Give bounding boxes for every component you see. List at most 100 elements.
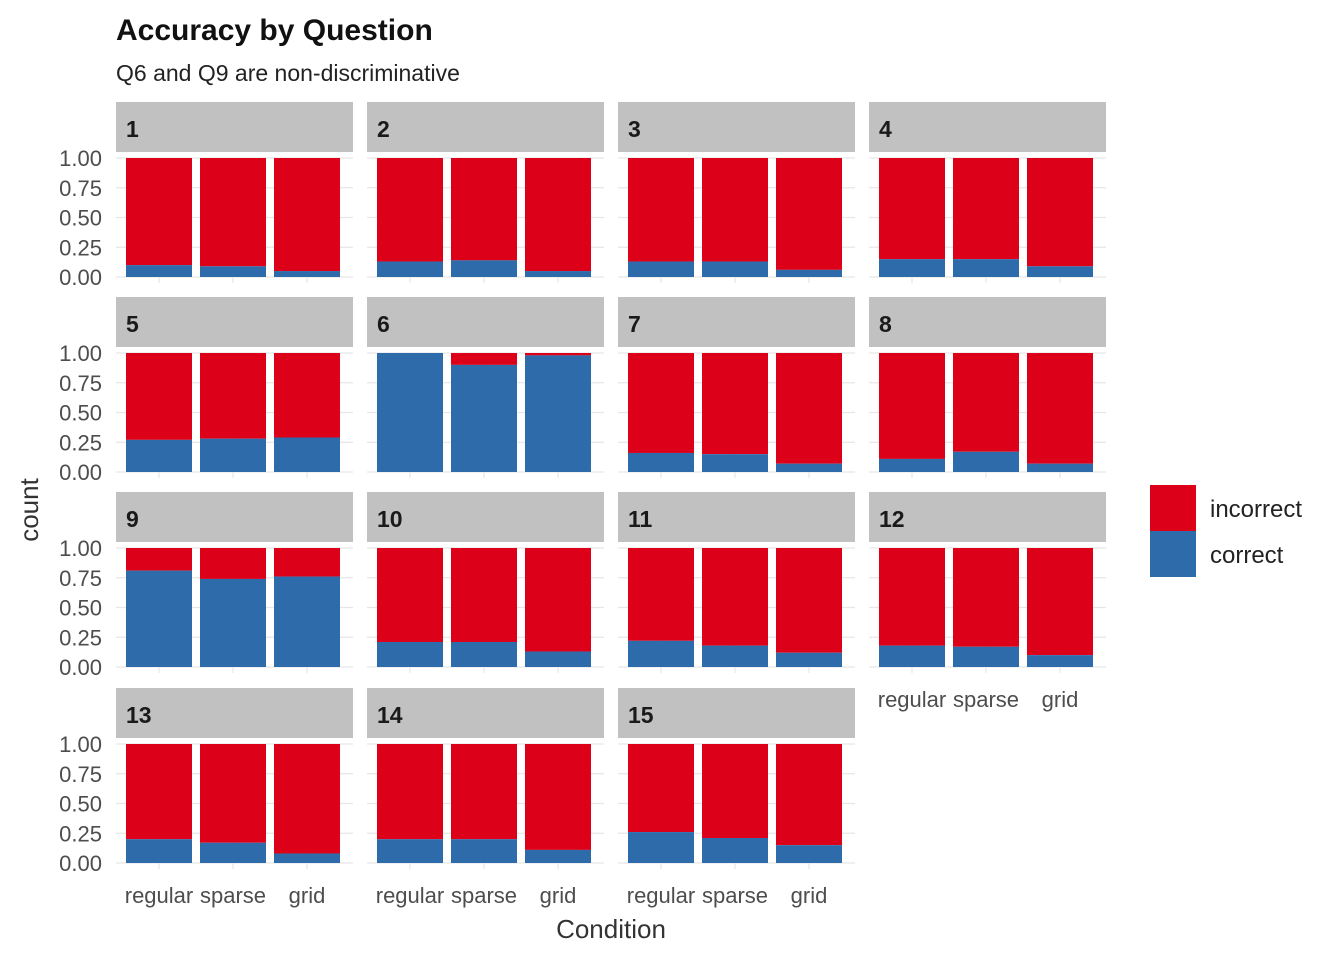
bar-correct-14-regular: [377, 839, 443, 863]
x-tick-label: grid: [1042, 687, 1079, 712]
bar-correct-3-sparse: [702, 261, 768, 277]
bar-correct-5-sparse: [200, 438, 266, 472]
x-tick-label: grid: [791, 883, 828, 908]
x-axis-title: Condition: [556, 914, 666, 944]
y-tick-label: 0.25: [59, 625, 102, 650]
facet-strip: [116, 492, 353, 542]
y-tick-label: 0.00: [59, 460, 102, 485]
facet-panel-11: 11: [618, 492, 855, 673]
bar-correct-1-grid: [274, 271, 340, 277]
bar-correct-12-sparse: [953, 646, 1019, 667]
bar-incorrect-13-sparse: [200, 744, 266, 843]
x-tick-label: regular: [376, 883, 444, 908]
bar-incorrect-10-sparse: [451, 548, 517, 643]
facet-strip: [367, 102, 604, 152]
x-tick-label: sparse: [451, 883, 517, 908]
x-tick-label: sparse: [953, 687, 1019, 712]
facet-panel-2: 2: [367, 102, 604, 283]
facet-panel-8: 8: [869, 297, 1106, 478]
facet-strip-label: 6: [377, 311, 390, 337]
bar-correct-7-regular: [628, 452, 694, 472]
facet-panel-15: 15 regular sparse grid: [618, 688, 855, 908]
bar-correct-9-sparse: [200, 578, 266, 667]
bar-correct-4-sparse: [953, 259, 1019, 277]
y-tick-label: 0.25: [59, 235, 102, 260]
bar-correct-11-regular: [628, 640, 694, 667]
bar-correct-13-regular: [126, 839, 192, 863]
bar-incorrect-5-sparse: [200, 353, 266, 439]
y-axis-title: count: [14, 477, 44, 541]
x-tick-label: regular: [125, 883, 193, 908]
bar-incorrect-6-grid: [525, 353, 591, 356]
bar-incorrect-1-grid: [274, 158, 340, 272]
bar-incorrect-8-sparse: [953, 353, 1019, 452]
facet-strip-label: 9: [126, 506, 139, 532]
bar-correct-12-grid: [1027, 655, 1093, 667]
legend: incorrect correct: [1150, 485, 1302, 577]
bar-incorrect-7-sparse: [702, 353, 768, 455]
bar-correct-13-grid: [274, 853, 340, 863]
facet-strip-label: 14: [377, 702, 403, 728]
bar-correct-5-regular: [126, 439, 192, 472]
bar-correct-7-grid: [776, 463, 842, 472]
y-tick-label: 1.00: [59, 146, 102, 171]
bar-incorrect-14-sparse: [451, 744, 517, 840]
facet-strip-label: 12: [879, 506, 905, 532]
y-tick-label: 0.50: [59, 206, 102, 231]
bar-incorrect-15-grid: [776, 744, 842, 846]
y-tick-label: 1.00: [59, 536, 102, 561]
bar-incorrect-14-regular: [377, 744, 443, 840]
y-tick-label: 0.00: [59, 655, 102, 680]
facet-panel-6: 6: [367, 297, 604, 478]
facet-strip: [116, 297, 353, 347]
bar-correct-8-grid: [1027, 463, 1093, 472]
bar-correct-1-sparse: [200, 266, 266, 277]
bar-incorrect-9-sparse: [200, 548, 266, 579]
bar-incorrect-1-sparse: [200, 158, 266, 267]
bar-correct-6-sparse: [451, 364, 517, 472]
y-tick-label: 1.00: [59, 341, 102, 366]
x-tick-label: grid: [540, 883, 577, 908]
bar-incorrect-8-regular: [879, 353, 945, 459]
y-tick-label: 0.75: [59, 762, 102, 787]
y-tick-label: 0.25: [59, 430, 102, 455]
facet-panel-7: 7: [618, 297, 855, 478]
x-tick-label: regular: [627, 883, 695, 908]
bar-incorrect-12-sparse: [953, 548, 1019, 647]
facet-strip: [869, 492, 1106, 542]
bar-incorrect-3-grid: [776, 158, 842, 270]
facet-strip-label: 4: [879, 116, 892, 142]
facet-strip-label: 13: [126, 702, 152, 728]
bar-correct-2-sparse: [451, 260, 517, 277]
chart-title: Accuracy by Question: [116, 14, 433, 47]
bar-correct-8-sparse: [953, 451, 1019, 472]
bar-correct-11-grid: [776, 652, 842, 667]
facet-strip-label: 11: [628, 506, 653, 532]
bar-incorrect-12-grid: [1027, 548, 1093, 656]
chart-subtitle: Q6 and Q9 are non-discriminative: [116, 60, 460, 86]
y-tick-label: 0.75: [59, 176, 102, 201]
y-tick-label: 0.50: [59, 401, 102, 426]
bar-incorrect-14-grid: [525, 744, 591, 850]
y-tick-label: 0.50: [59, 596, 102, 621]
bar-incorrect-12-regular: [879, 548, 945, 646]
facet-strip-label: 10: [377, 506, 403, 532]
bar-correct-15-grid: [776, 845, 842, 863]
facet-strip-label: 15: [628, 702, 654, 728]
bar-correct-3-regular: [628, 261, 694, 277]
bar-incorrect-7-regular: [628, 353, 694, 453]
facet-panel-5: 5 0.00 0.25 0.50 0.75 1.00: [59, 297, 353, 485]
bar-incorrect-4-regular: [879, 158, 945, 260]
bar-incorrect-9-regular: [126, 548, 192, 571]
facet-strip: [618, 297, 855, 347]
bar-incorrect-3-regular: [628, 158, 694, 262]
bar-correct-6-grid: [525, 355, 591, 472]
bar-incorrect-9-grid: [274, 548, 340, 577]
bar-correct-6-regular: [377, 353, 443, 472]
y-tick-label: 0.75: [59, 566, 102, 591]
bar-incorrect-7-grid: [776, 353, 842, 464]
facet-strip: [869, 297, 1106, 347]
bar-correct-5-grid: [274, 437, 340, 472]
facet-panel-9: 9 0.00 0.25 0.50 0.75 1.00: [59, 492, 353, 680]
